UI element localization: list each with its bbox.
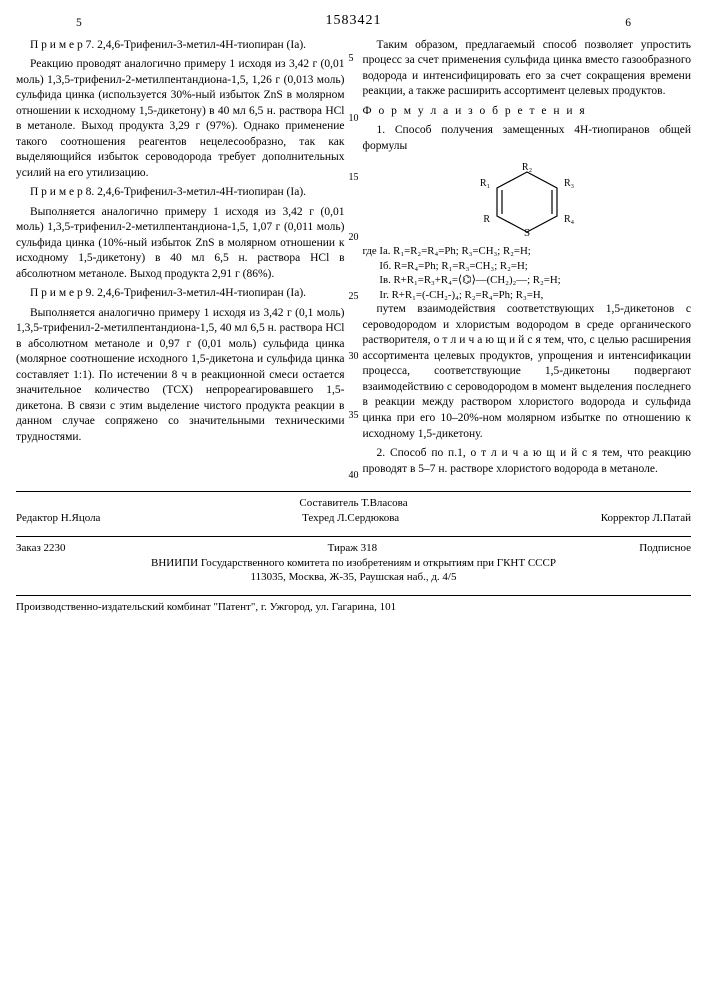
intro-paragraph: Таким образом, предлагаемый способ позво… xyxy=(363,38,692,100)
example-8-title: П р и м е р 8. 2,4,6-Трифенил-3-метил-4H… xyxy=(16,185,345,201)
variant-Iv: Iв. R+R₁=R₃+R₄=⟨⌬⟩—(CH₂)₂—; R₂=H; xyxy=(379,274,560,286)
where-variants: где Iа. R₁=R₂=R₄=Ph; R₃=CH₃; R₂=H; где I… xyxy=(363,244,692,302)
example-8-body: Выполняется аналогично примеру 1 исходя … xyxy=(16,205,345,283)
right-column: Таким образом, предлагаемый способ позво… xyxy=(363,38,692,482)
left-column: П р и м е р 7. 2,4,6-Трифенил-3-метил-4H… xyxy=(16,38,345,482)
corrector: Корректор Л.Патай xyxy=(601,511,691,526)
example-9-title: П р и м е р 9. 2,4,6-Трифенил-3-метил-4H… xyxy=(16,286,345,302)
footer-block: Составитель Т.Власова Редактор Н.Яцола Т… xyxy=(16,496,691,615)
example-9-body: Выполняется аналогично примеру 1 исходя … xyxy=(16,306,345,446)
compiler-line: Составитель Т.Власова xyxy=(16,496,691,511)
divider-mid xyxy=(16,536,691,537)
divider-bottom xyxy=(16,595,691,596)
chemical-structure: R₂ R₁ R₃ R R₄ S xyxy=(363,160,692,238)
svg-text:R₂: R₂ xyxy=(522,162,532,173)
formula-heading: Ф о р м у л а и з о б р е т е н и я xyxy=(363,104,692,120)
order-number: Заказ 2230 xyxy=(16,541,66,556)
where-label: где xyxy=(363,245,377,257)
page-number-left: 5 xyxy=(76,16,82,32)
document-number: 1583421 xyxy=(326,12,382,31)
variant-Ig: Iг. R+R₁=(-CH₂-)₄; R₂=R₄=Ph; R₃=H, xyxy=(379,289,543,301)
example-7-body: Реакцию проводят аналогично примеру 1 ис… xyxy=(16,57,345,181)
example-7-title: П р и м е р 7. 2,4,6-Трифенил-3-метил-4H… xyxy=(16,38,345,54)
svg-text:R₃: R₃ xyxy=(564,178,574,189)
subscribed: Подписное xyxy=(639,541,691,556)
claim-1-lead: 1. Способ получения замещенных 4H-тиопир… xyxy=(363,123,692,154)
svg-text:R₁: R₁ xyxy=(480,178,490,189)
org-line: ВНИИПИ Государственного комитета по изоб… xyxy=(16,556,691,571)
plant-line: Производственно-издательский комбинат "П… xyxy=(16,600,691,615)
divider-top xyxy=(16,491,691,492)
tirage: Тираж 318 xyxy=(328,541,378,556)
page-number-right: 6 xyxy=(625,16,631,32)
line-number-gutter: 5 10 15 20 25 30 35 40 xyxy=(349,52,359,482)
variant-Ia: Iа. R₁=R₂=R₄=Ph; R₃=CH₃; R₂=H; xyxy=(379,245,530,257)
svg-text:R₄: R₄ xyxy=(564,214,575,225)
claim-2: 2. Способ по п.1, о т л и ч а ю щ и й с … xyxy=(363,446,692,477)
svg-text:R: R xyxy=(483,214,490,225)
editor: Редактор Н.Яцола xyxy=(16,511,100,526)
claim-1-body: путем взаимодействия соответствующих 1,5… xyxy=(363,302,692,442)
address-line: 113035, Москва, Ж-35, Раушская наб., д. … xyxy=(16,570,691,585)
svg-text:S: S xyxy=(524,227,530,238)
techred: Техред Л.Сердюкова xyxy=(302,511,399,526)
variant-Ib: Iб. R=R₄=Ph; R₁=R₃=CH₃; R₂=H; xyxy=(379,260,527,272)
